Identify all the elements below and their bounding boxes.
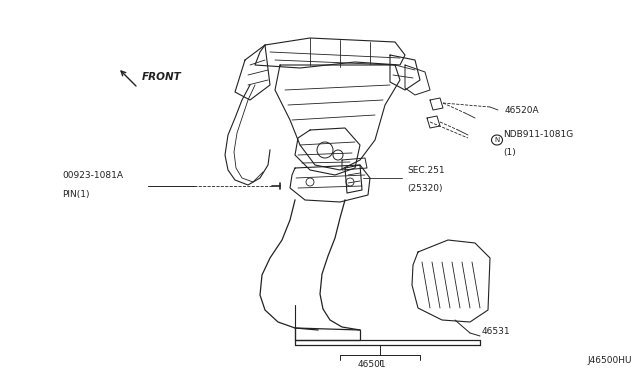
Text: 46520A: 46520A xyxy=(505,106,540,115)
Text: SEC.251: SEC.251 xyxy=(407,166,445,175)
Text: 46501: 46501 xyxy=(358,360,387,369)
Text: (1): (1) xyxy=(503,148,516,157)
Text: J46500HU: J46500HU xyxy=(588,356,632,365)
Text: PIN(1): PIN(1) xyxy=(62,190,90,199)
Text: FRONT: FRONT xyxy=(142,72,182,82)
Text: (25320): (25320) xyxy=(407,184,442,193)
Text: 46531: 46531 xyxy=(482,327,511,337)
Text: NDB911-1081G: NDB911-1081G xyxy=(503,130,573,139)
Text: N: N xyxy=(494,137,500,143)
Text: 00923-1081A: 00923-1081A xyxy=(62,171,123,180)
